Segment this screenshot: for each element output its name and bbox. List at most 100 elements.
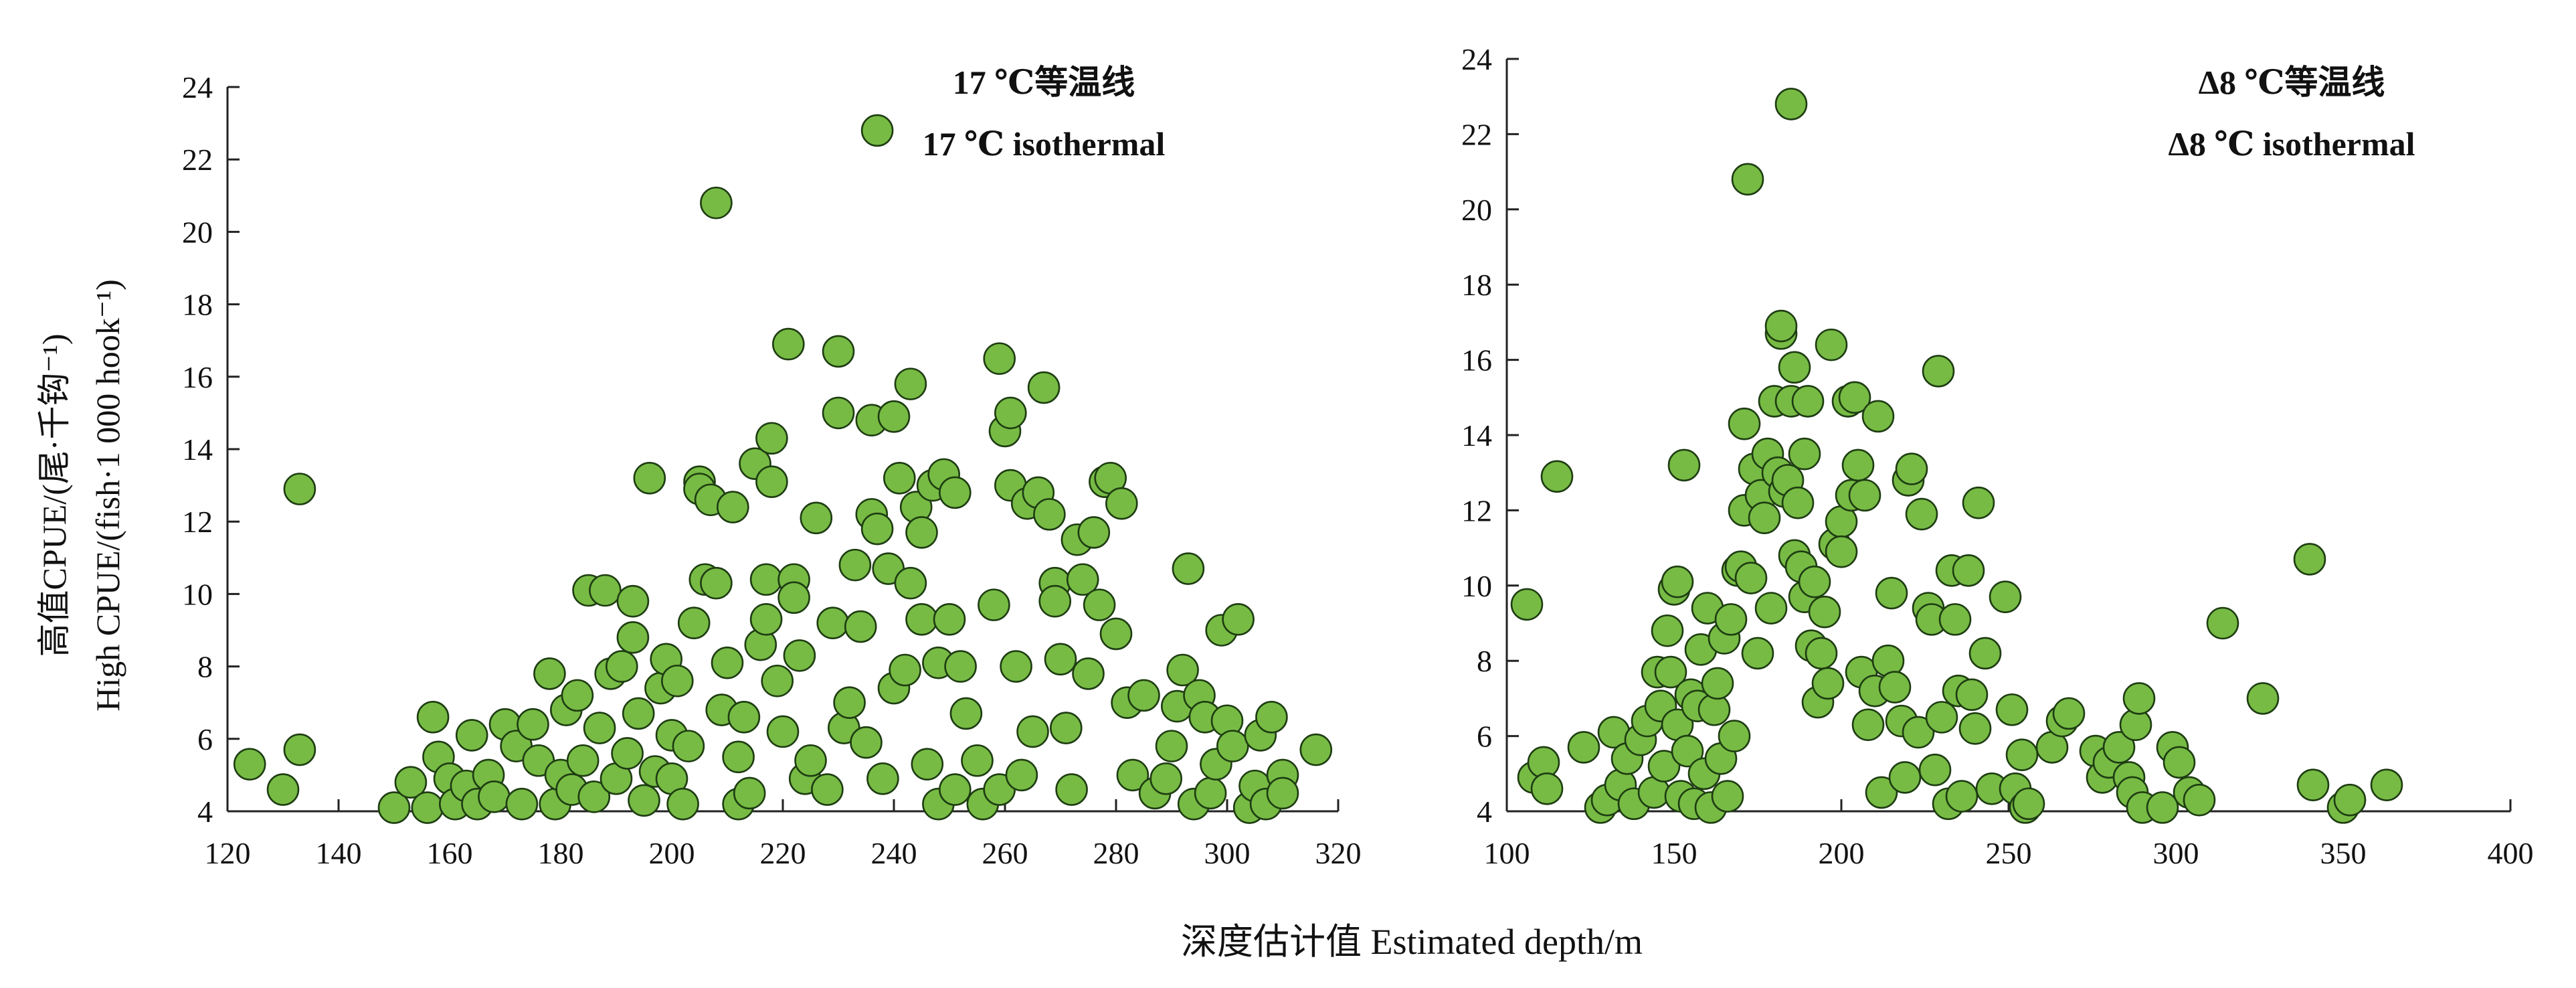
y-tick-label: 8	[197, 650, 213, 684]
data-point	[905, 516, 938, 549]
data-point	[1945, 780, 1979, 813]
x-tick-label: 320	[1315, 836, 1362, 870]
data-point	[1647, 750, 1681, 783]
data-point	[1667, 448, 1701, 482]
data-point	[1774, 88, 1808, 120]
data-point	[811, 773, 844, 806]
data-point	[961, 744, 994, 777]
data-point	[700, 186, 733, 220]
data-point	[283, 733, 316, 766]
data-point	[2122, 682, 2156, 715]
data-point	[1865, 776, 1898, 809]
data-point	[233, 748, 266, 780]
data-point	[589, 574, 622, 607]
data-point	[2293, 543, 2326, 576]
y-tick-label: 6	[1477, 720, 1492, 754]
data-point	[533, 657, 566, 690]
x-tick-label: 120	[205, 836, 251, 870]
y-tick-label: 16	[1461, 343, 1492, 378]
data-point	[633, 461, 666, 495]
data-point	[1050, 712, 1083, 744]
data-point	[1099, 617, 1133, 651]
data-point	[838, 548, 872, 582]
x-tick-label: 180	[538, 836, 584, 870]
data-point	[1654, 655, 1687, 689]
data-point	[2102, 731, 2136, 764]
data-point	[749, 563, 783, 596]
data-point	[1808, 595, 1841, 629]
data-point	[2005, 738, 2039, 771]
data-point	[1848, 479, 1881, 512]
data-point	[1055, 773, 1088, 806]
y-axis-label-en: High CPUE/(fish·1 000 hook⁻¹)	[89, 279, 126, 712]
data-point	[1841, 448, 1875, 482]
data-point	[411, 791, 444, 824]
y-axis-label-cn: 高值CPUE/(尾·千钩⁻¹)	[35, 333, 73, 657]
data-point	[583, 712, 616, 744]
data-point	[1851, 708, 1885, 742]
data-point	[2333, 783, 2367, 817]
data-point	[1127, 679, 1160, 712]
data-point	[2146, 791, 2179, 824]
data-point	[1952, 554, 1985, 587]
data-point	[1748, 501, 1781, 534]
data-point	[816, 606, 849, 639]
data-point	[1734, 562, 1768, 594]
x-tick-label: 280	[1093, 836, 1139, 870]
data-point	[1194, 776, 1227, 810]
data-point	[822, 335, 855, 368]
data-point	[722, 740, 755, 774]
data-point	[1922, 355, 1955, 388]
data-point	[1875, 576, 1908, 610]
data-point	[1938, 603, 1972, 636]
data-point	[860, 114, 894, 147]
y-tick-label: 22	[1461, 117, 1492, 151]
data-point	[850, 726, 883, 759]
data-point	[1255, 701, 1288, 734]
data-point	[517, 708, 549, 741]
data-point	[1530, 772, 1564, 805]
data-point	[666, 787, 699, 821]
data-point	[1711, 780, 1744, 813]
data-point	[1000, 650, 1032, 683]
data-point	[505, 787, 539, 821]
data-point	[978, 588, 1010, 621]
data-point	[283, 473, 316, 505]
data-point	[266, 773, 300, 806]
data-point	[1172, 552, 1205, 585]
x-tick-label: 250	[1986, 836, 2032, 870]
y-tick-label: 10	[182, 577, 213, 611]
data-point	[755, 422, 788, 455]
x-tick-label: 220	[760, 836, 806, 870]
chart-panel-17c: 17 ℃等温线 17 ℃ isothermal 4 6 8 10 12 14 16 18 20 2…	[182, 64, 1362, 870]
data-point	[749, 602, 783, 636]
data-point	[766, 715, 800, 748]
data-point	[983, 342, 1016, 376]
data-point	[883, 461, 916, 495]
data-point	[2370, 768, 2403, 801]
data-point	[377, 791, 411, 824]
data-point	[905, 602, 938, 636]
data-point	[727, 701, 761, 734]
data-point	[1005, 758, 1038, 792]
data-point	[1266, 776, 1299, 810]
data-point	[1718, 720, 1751, 752]
data-point	[1731, 163, 1764, 196]
x-tick-label: 100	[1484, 836, 1530, 870]
data-point	[2206, 606, 2239, 640]
y-tick-label: 16	[182, 360, 213, 394]
x-tick-label: 350	[2320, 836, 2367, 870]
data-point	[2052, 697, 2086, 730]
y-tick-label: 8	[1477, 644, 1492, 678]
data-point	[1701, 667, 1734, 700]
data-point	[622, 697, 655, 730]
data-point	[833, 686, 866, 719]
y-tick-label: 22	[182, 143, 213, 177]
data-point	[717, 491, 749, 523]
data-point	[1567, 731, 1600, 764]
data-point	[566, 744, 600, 777]
data-point	[605, 650, 638, 683]
data-point	[672, 730, 705, 762]
y-tick-label: 18	[182, 288, 213, 322]
